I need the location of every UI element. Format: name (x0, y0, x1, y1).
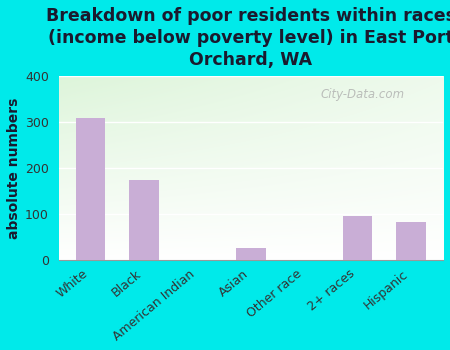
Y-axis label: absolute numbers: absolute numbers (7, 97, 21, 239)
Title: Breakdown of poor residents within races
(income below poverty level) in East Po: Breakdown of poor residents within races… (46, 7, 450, 69)
Text: City-Data.com: City-Data.com (320, 88, 404, 101)
Bar (343, 216, 372, 260)
Bar (76, 118, 105, 260)
Bar (236, 248, 266, 260)
Bar (396, 222, 426, 260)
Bar (130, 180, 159, 260)
